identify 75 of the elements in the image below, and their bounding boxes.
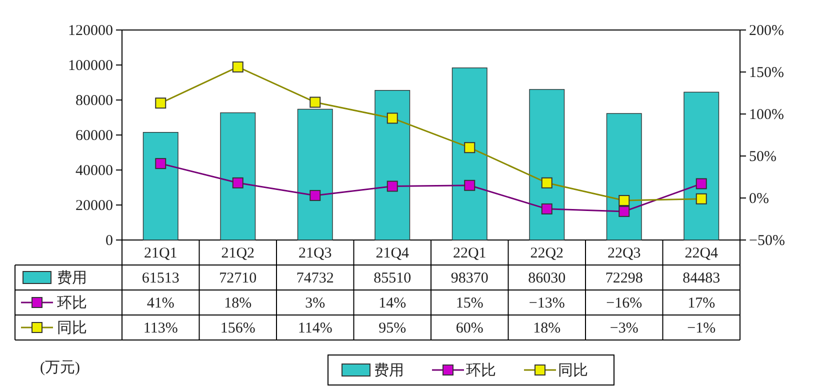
point [696, 193, 707, 204]
x-tick-label: 22Q3 [607, 246, 641, 262]
data-label: 61513 [142, 270, 180, 286]
bar [529, 89, 565, 240]
data-label: 15% [456, 296, 484, 312]
bar [142, 132, 178, 240]
data-label: 72710 [219, 270, 257, 286]
y-tick-label: 0 [106, 232, 113, 249]
point [310, 96, 321, 108]
point [155, 158, 166, 170]
text: 同比 [558, 363, 588, 379]
data-label: 60% [456, 320, 484, 336]
data-label: 98370 [450, 270, 488, 286]
point [386, 180, 398, 192]
point [541, 203, 552, 214]
y-tick-label: 20000 [76, 198, 113, 214]
point [232, 61, 244, 72]
point [310, 190, 321, 201]
legend-label: 费用 [57, 270, 87, 286]
point [618, 195, 630, 206]
data-label: −3% [610, 320, 638, 336]
data-label: 86030 [528, 270, 566, 286]
point [464, 142, 476, 154]
data-label: −16% [606, 296, 642, 312]
data-label: 156% [220, 320, 256, 336]
data-label: 41% [146, 296, 174, 312]
x-tick-label: 22Q1 [452, 246, 486, 262]
x-tick-label: 21Q4 [376, 246, 410, 262]
x-tick-label: 22Q4 [684, 246, 719, 262]
point [541, 177, 552, 188]
data-label: −13% [528, 296, 565, 312]
y2-tick-label: −50% [749, 232, 785, 249]
data-label: 95% [378, 320, 406, 336]
bar [452, 68, 488, 240]
text: 环比 [466, 363, 496, 379]
bar [374, 90, 410, 240]
data-label: 114% [298, 320, 332, 336]
y2-tick-label: 200% [749, 22, 784, 39]
data-label: 84483 [682, 270, 720, 286]
data-label: −1% [687, 320, 716, 336]
data-label: 3% [305, 296, 326, 312]
y2-tick-label: 150% [749, 64, 784, 81]
x-tick-label: 21Q3 [298, 246, 332, 262]
point [232, 177, 244, 188]
bar [220, 112, 256, 240]
text: (万元) [40, 360, 80, 376]
data-label: 18% [533, 320, 561, 336]
data-label: 18% [224, 296, 252, 312]
point [386, 112, 398, 124]
data-label: 85510 [374, 270, 412, 286]
y2-tick-label: 0% [749, 190, 769, 207]
data-label: 113% [143, 320, 178, 336]
point [696, 178, 707, 190]
y-tick-label: 100000 [68, 58, 113, 74]
y-tick-label: 40000 [76, 162, 113, 179]
point [464, 180, 476, 191]
text: 费用 [374, 363, 404, 379]
y2-tick-label: 100% [749, 106, 784, 123]
x-tick-label: 21Q1 [144, 246, 178, 262]
y-tick-label: 60000 [76, 128, 113, 144]
x-tick-label: 21Q2 [221, 246, 255, 262]
legend-label: 环比 [57, 294, 87, 312]
x-tick-label: 22Q2 [530, 246, 564, 262]
y-tick-label: 80000 [76, 92, 113, 109]
point [618, 206, 630, 217]
bar [606, 113, 642, 240]
y-tick-label: 120000 [68, 22, 113, 39]
data-label: 14% [378, 296, 406, 312]
bar [684, 92, 720, 240]
data-label: 74732 [296, 270, 334, 286]
data-label: 72298 [605, 270, 643, 286]
legend-label: 同比 [57, 320, 87, 336]
data-label: 17% [688, 296, 716, 312]
point [155, 98, 166, 109]
y2-tick-label: 50% [749, 148, 776, 165]
